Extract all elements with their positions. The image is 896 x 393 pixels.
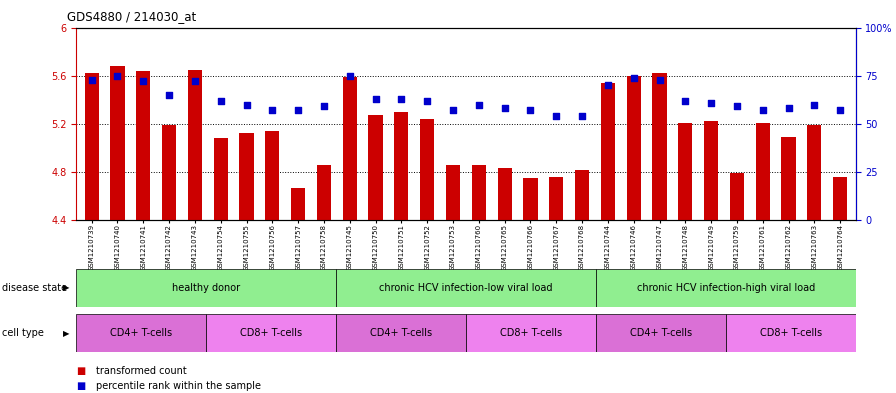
Point xyxy=(807,101,822,108)
Bar xyxy=(523,178,538,220)
Text: ▶: ▶ xyxy=(63,329,69,338)
Point xyxy=(471,101,486,108)
Bar xyxy=(549,177,564,220)
Bar xyxy=(188,70,202,220)
Bar xyxy=(336,314,466,352)
Bar xyxy=(206,314,336,352)
Point xyxy=(575,113,590,119)
Point xyxy=(162,92,177,98)
Bar xyxy=(213,138,228,220)
Bar xyxy=(652,73,667,220)
Text: CD4+ T-cells: CD4+ T-cells xyxy=(630,328,692,338)
Point xyxy=(446,107,461,114)
Text: CD8+ T-cells: CD8+ T-cells xyxy=(760,328,822,338)
Point xyxy=(497,105,512,112)
Point xyxy=(291,107,306,114)
Point xyxy=(678,97,693,104)
Bar xyxy=(626,75,641,220)
Bar xyxy=(833,177,848,220)
Bar xyxy=(704,121,719,220)
Bar xyxy=(342,77,357,220)
Point xyxy=(755,107,770,114)
Point xyxy=(317,103,332,110)
Text: ■: ■ xyxy=(76,381,85,391)
Point xyxy=(394,95,409,102)
Text: ▶: ▶ xyxy=(63,283,69,292)
Bar xyxy=(596,269,856,307)
Point xyxy=(368,95,383,102)
Point xyxy=(213,97,228,104)
Point xyxy=(704,99,719,106)
Text: disease state: disease state xyxy=(2,283,67,293)
Point xyxy=(84,76,99,83)
Point xyxy=(600,82,615,88)
Point xyxy=(833,107,848,114)
Text: CD8+ T-cells: CD8+ T-cells xyxy=(240,328,302,338)
Bar xyxy=(497,168,512,220)
Point xyxy=(549,113,564,119)
Bar xyxy=(368,116,383,220)
Text: transformed count: transformed count xyxy=(96,366,186,376)
Text: CD4+ T-cells: CD4+ T-cells xyxy=(110,328,172,338)
Text: percentile rank within the sample: percentile rank within the sample xyxy=(96,381,261,391)
Bar xyxy=(446,165,461,220)
Point xyxy=(781,105,796,112)
Bar xyxy=(336,269,596,307)
Bar xyxy=(596,314,726,352)
Bar xyxy=(136,71,151,220)
Point xyxy=(110,72,125,79)
Bar xyxy=(110,66,125,220)
Point xyxy=(420,97,435,104)
Bar xyxy=(726,314,856,352)
Bar xyxy=(471,165,486,220)
Bar xyxy=(394,112,409,220)
Bar xyxy=(601,83,615,220)
Bar xyxy=(291,187,306,220)
Bar xyxy=(239,133,254,220)
Bar xyxy=(265,131,280,220)
Text: chronic HCV infection-low viral load: chronic HCV infection-low viral load xyxy=(379,283,553,293)
Text: CD4+ T-cells: CD4+ T-cells xyxy=(370,328,432,338)
Point xyxy=(239,101,254,108)
Point xyxy=(626,74,641,81)
Text: ■: ■ xyxy=(76,366,85,376)
Bar xyxy=(466,314,596,352)
Bar xyxy=(84,73,99,220)
Text: chronic HCV infection-high viral load: chronic HCV infection-high viral load xyxy=(637,283,814,293)
Bar xyxy=(317,165,331,220)
Text: healthy donor: healthy donor xyxy=(172,283,240,293)
Bar xyxy=(76,314,206,352)
Bar xyxy=(420,119,435,220)
Text: CD8+ T-cells: CD8+ T-cells xyxy=(500,328,562,338)
Point xyxy=(729,103,744,110)
Bar xyxy=(678,123,693,220)
Text: GDS4880 / 214030_at: GDS4880 / 214030_at xyxy=(67,10,196,23)
Point xyxy=(652,76,667,83)
Bar xyxy=(730,173,744,220)
Point xyxy=(523,107,538,114)
Bar xyxy=(781,137,796,220)
Point xyxy=(342,72,357,79)
Point xyxy=(136,78,151,84)
Text: cell type: cell type xyxy=(2,328,44,338)
Point xyxy=(265,107,280,114)
Bar xyxy=(575,169,590,220)
Bar xyxy=(807,125,822,220)
Bar xyxy=(162,125,177,220)
Point xyxy=(188,78,202,84)
Bar xyxy=(755,123,770,220)
Bar xyxy=(76,269,336,307)
